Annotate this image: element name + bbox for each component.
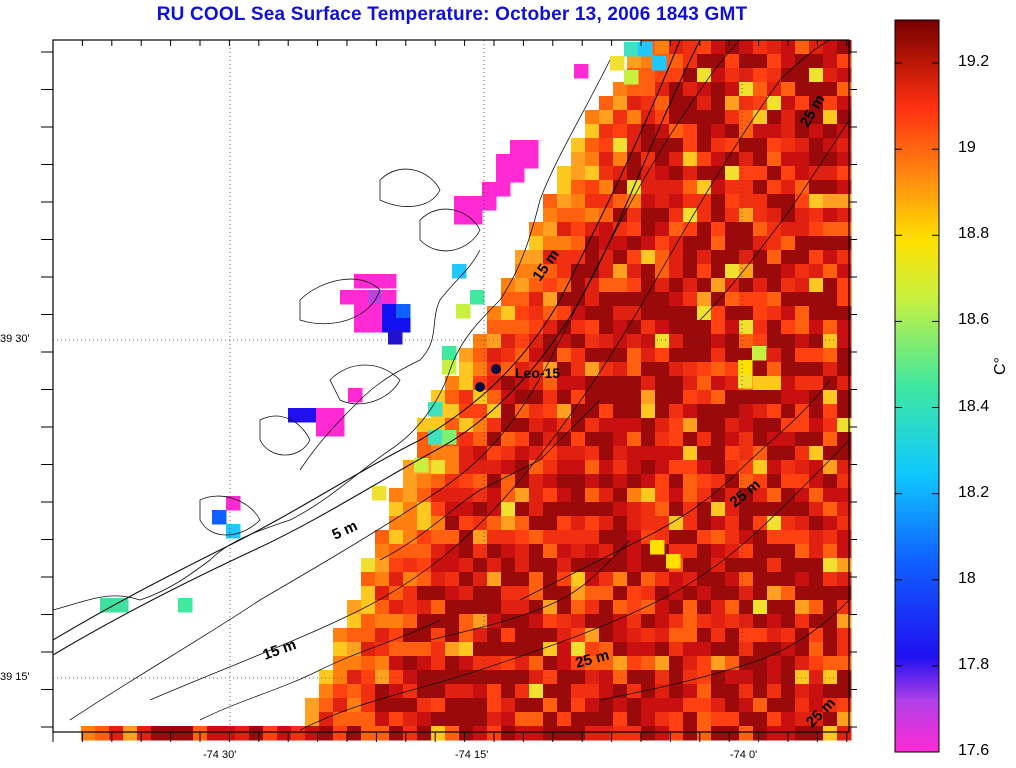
contour-line [429, 539, 631, 641]
station-label: Leo-15 [515, 365, 560, 381]
island-outline [299, 278, 381, 325]
colorbar-tick-label: 19 [958, 139, 976, 157]
contour-line [299, 249, 481, 471]
island-outline [329, 364, 401, 405]
contour-line [379, 399, 601, 561]
island-outline [419, 208, 481, 252]
colorbar-unit: C° [992, 357, 1009, 375]
contour-line [199, 619, 441, 721]
leo15-marker-a [491, 364, 501, 374]
bathymetry-contours [52, 39, 850, 731]
map-frame [52, 39, 850, 733]
contour-line [52, 39, 681, 641]
contour-line [519, 379, 831, 601]
island-outline [379, 168, 441, 207]
leo15-marker-b [475, 382, 485, 392]
lon-label-74-0: -74 0' [730, 749, 758, 761]
lat-label-39-30: 39 30' [0, 333, 30, 345]
axis-ticks [41, 40, 857, 742]
colorbar-tick-label: 17.8 [958, 655, 990, 673]
island-outline [259, 415, 311, 456]
island-outline [199, 495, 261, 536]
lon-label-74-15: -74 15' [455, 749, 489, 761]
colorbar-tick-label: 18.8 [958, 225, 990, 243]
contour-line [69, 39, 741, 721]
sst-cells [81, 40, 852, 741]
contour-line [599, 599, 850, 701]
colorbar-tick-label: 18.4 [958, 397, 990, 415]
lon-label-74-30: -74 30' [203, 749, 237, 761]
colorbar-gradient [894, 19, 940, 753]
map-title: RU COOL Sea Surface Temperature: October… [156, 4, 748, 25]
contour-line [52, 39, 701, 656]
colorbar-tick-label: 17.6 [958, 742, 990, 759]
lat-label-39-15: 39 15' [0, 671, 30, 683]
colorbar-tick-label: 19.2 [958, 53, 990, 71]
colorbar-tick-label: 18 [958, 569, 976, 587]
colorbar-ticks [895, 62, 939, 753]
contour-line [699, 119, 850, 321]
contour-line [52, 59, 611, 611]
graticule [53, 40, 849, 732]
contour-line [299, 439, 850, 731]
contour-line [149, 39, 831, 701]
colorbar-tick-label: 18.2 [958, 483, 990, 501]
sst-map: 25 m15 m25 m5 m15 m 25 m25 m Leo-15 [41, 39, 857, 742]
colorbar-tick-label: 18.6 [958, 311, 990, 329]
